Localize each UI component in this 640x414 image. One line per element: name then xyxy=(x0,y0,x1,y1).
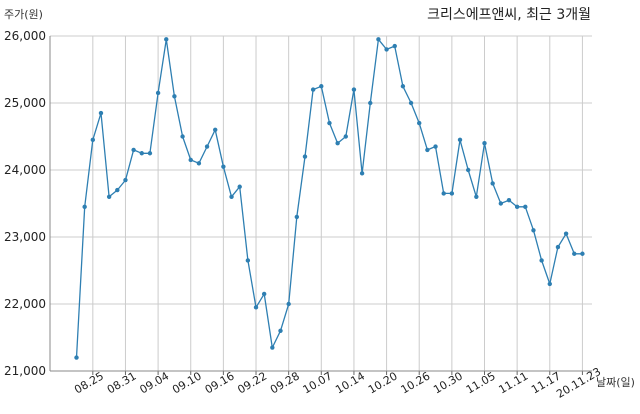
x-tick-label: 10.07 xyxy=(301,369,335,396)
x-axis-label: 날짜(일) xyxy=(596,375,635,389)
data-point xyxy=(384,47,389,52)
x-tick-label: 09.10 xyxy=(170,369,204,396)
data-point xyxy=(482,141,487,146)
data-point xyxy=(343,134,348,139)
data-point xyxy=(229,194,234,199)
data-point xyxy=(106,194,112,199)
data-point xyxy=(98,110,104,116)
data-point xyxy=(286,301,291,307)
x-tick-label: 10.30 xyxy=(431,369,465,396)
x-tick-label: 08.25 xyxy=(72,369,106,396)
data-point xyxy=(531,228,536,233)
data-point xyxy=(270,345,275,350)
data-point xyxy=(74,355,79,360)
data-point xyxy=(376,37,381,42)
x-tick-label: 10.14 xyxy=(333,369,367,396)
y-axis-label: 주가(원) xyxy=(4,8,43,21)
series-line xyxy=(75,38,583,358)
y-tick-label: 23,000 xyxy=(4,230,46,244)
data-point xyxy=(580,251,585,256)
data-point xyxy=(474,194,479,199)
data-point xyxy=(261,291,267,297)
data-point xyxy=(115,187,120,193)
y-tick-label: 26,000 xyxy=(4,29,46,43)
data-point xyxy=(465,167,471,173)
data-point xyxy=(400,84,406,89)
data-point xyxy=(359,171,365,176)
x-tick-label: 11.11 xyxy=(497,369,531,396)
data-point xyxy=(147,151,153,156)
data-point xyxy=(319,84,324,89)
data-point xyxy=(490,181,495,186)
x-tick-label: 10.20 xyxy=(366,369,400,396)
data-point xyxy=(539,258,544,263)
data-point xyxy=(514,204,520,210)
data-point xyxy=(90,137,96,143)
data-point xyxy=(417,120,422,126)
data-point xyxy=(131,147,136,153)
data-point xyxy=(139,151,144,156)
data-point xyxy=(327,120,332,126)
data-point xyxy=(408,100,414,106)
y-tick-labels: 21,000 22,000 23,000 24,000 25,000 26,000 xyxy=(4,29,46,378)
data-point xyxy=(180,134,185,139)
x-tick-label: 08.31 xyxy=(105,369,139,396)
x-tick-labels: 08.2508.3109.0409.1009.1609.2209.2810.07… xyxy=(72,365,603,401)
data-point xyxy=(245,258,251,263)
data-point xyxy=(196,161,202,166)
data-point xyxy=(188,157,193,163)
y-tick-label: 22,000 xyxy=(4,297,46,311)
x-tick-label: 09.22 xyxy=(235,369,269,396)
data-point xyxy=(572,251,577,256)
x-tick-label: 09.04 xyxy=(137,369,171,396)
data-point xyxy=(164,37,169,42)
data-point xyxy=(237,184,242,189)
data-point xyxy=(433,144,438,149)
data-point xyxy=(213,127,218,132)
chart-title: 크리스에프앤씨, 최근 3개월 xyxy=(427,7,591,23)
axes xyxy=(49,36,592,375)
y-tick-label: 21,000 xyxy=(4,364,46,378)
x-tick-label: 10.26 xyxy=(399,369,433,396)
data-point xyxy=(278,328,283,333)
data-point xyxy=(555,244,561,250)
data-point xyxy=(302,154,308,159)
grid xyxy=(50,35,592,372)
data-point xyxy=(563,231,569,236)
data-point xyxy=(82,204,87,210)
data-point xyxy=(253,305,259,310)
data-point xyxy=(368,100,373,106)
x-tick-label: 09.16 xyxy=(203,369,237,396)
data-point xyxy=(294,214,300,220)
data-point xyxy=(441,191,446,196)
data-point xyxy=(172,94,177,99)
data-point xyxy=(425,147,430,153)
series-price xyxy=(74,37,585,360)
data-point xyxy=(351,87,357,92)
data-point xyxy=(457,137,463,143)
data-point xyxy=(310,87,316,92)
data-point xyxy=(498,201,504,206)
y-tick-label: 25,000 xyxy=(4,96,46,110)
data-point xyxy=(547,281,552,287)
y-tick-label: 24,000 xyxy=(4,163,46,177)
data-point xyxy=(221,164,226,169)
data-point xyxy=(449,191,455,196)
data-point xyxy=(155,90,161,96)
data-point xyxy=(204,144,210,149)
data-point xyxy=(506,197,512,203)
data-point xyxy=(523,204,528,210)
data-point xyxy=(392,43,397,49)
x-tick-label: 09.28 xyxy=(268,369,302,396)
data-point xyxy=(335,141,340,146)
data-point xyxy=(123,177,128,183)
x-tick-label: 11.05 xyxy=(464,369,498,396)
